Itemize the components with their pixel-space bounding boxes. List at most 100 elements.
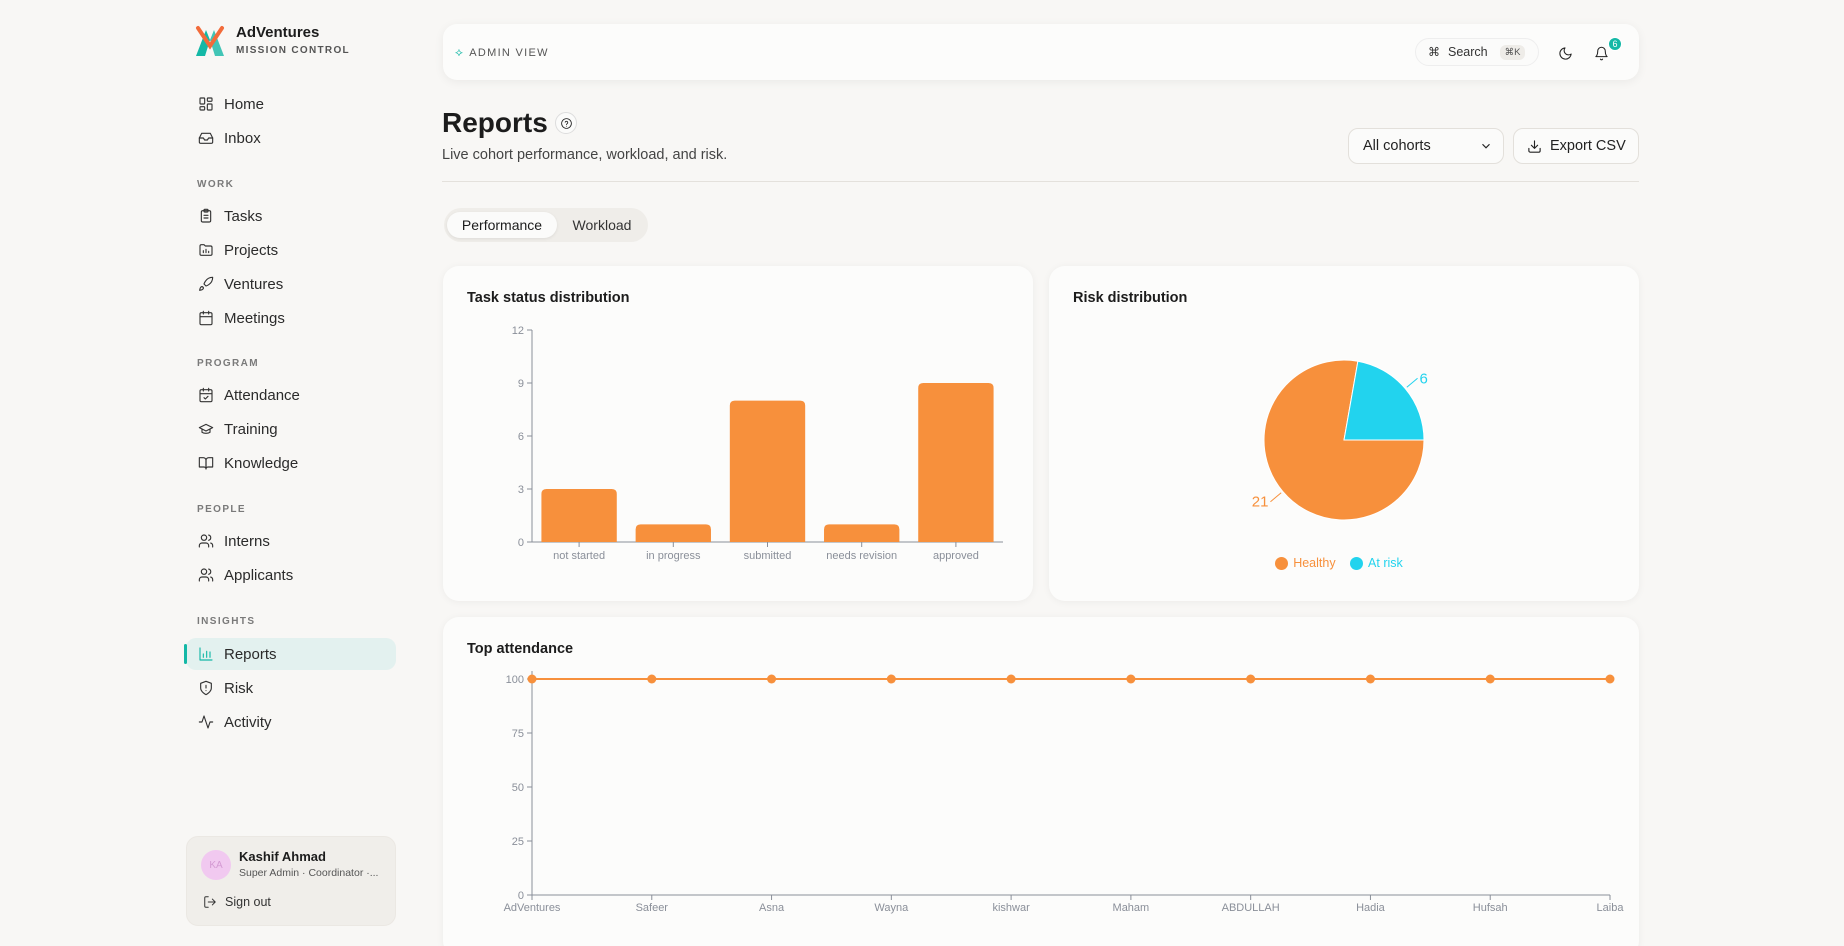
search-button[interactable]: ⌘ Search ⌘K	[1415, 38, 1539, 66]
folder-icon	[199, 244, 213, 256]
data-point	[1126, 674, 1136, 684]
clipboard-icon	[200, 208, 212, 223]
notification-count-badge: 6	[1608, 37, 1622, 51]
legend-label: At risk	[1368, 556, 1403, 570]
brand[interactable]: AdVentures MISSION CONTROL	[194, 24, 350, 58]
brand-name: AdVentures	[236, 24, 320, 41]
pie-data-label: 21	[1252, 494, 1269, 511]
admin-view-label: ⟡ ADMIN VIEW	[455, 45, 549, 60]
sidebar-item-label: Activity	[224, 713, 272, 731]
y-tick-label: 75	[512, 728, 524, 740]
task-status-bar-chart: 0 3 6 9 12 not started in progress submitted nee…	[512, 325, 1003, 562]
help-button[interactable]	[555, 112, 577, 134]
sidebar-item-label: Ventures	[224, 275, 284, 293]
risk-distribution-card: Risk distribution 21 6 Healthy At risk	[1049, 266, 1639, 601]
sidebar-item-label: Training	[224, 420, 278, 438]
sign-out-button[interactable]: Sign out	[203, 895, 271, 909]
data-point	[1605, 674, 1615, 684]
top-attendance-card: Top attendance 0 25 50 75 100 AdVentures Safee…	[443, 617, 1639, 946]
legend-label: Healthy	[1293, 556, 1336, 570]
download-icon	[1528, 139, 1541, 153]
data-point	[767, 674, 777, 684]
x-tick-label: approved	[933, 550, 979, 562]
notifications-button[interactable]: 6	[1586, 37, 1622, 68]
brand-subtitle: MISSION CONTROL	[236, 45, 350, 56]
sidebar-item-label: Interns	[224, 532, 270, 550]
sidebar-item-knowledge[interactable]: Knowledge	[186, 447, 396, 479]
inbox-icon	[198, 132, 214, 144]
log-out-icon	[204, 896, 216, 908]
y-tick-label: 12	[512, 325, 524, 337]
export-csv-label: Export CSV	[1550, 138, 1626, 154]
report-tabs: Performance Workload	[444, 208, 648, 242]
sparkle-icon: ⟡	[455, 45, 465, 59]
x-tick-label: not started	[553, 550, 605, 562]
sidebar-item-label: Applicants	[224, 566, 294, 584]
chart-title: Top attendance	[467, 641, 574, 657]
user-card: KA Kashif Ahmad Super Admin · Coordinato…	[186, 836, 396, 926]
sidebar-item-label: Projects	[224, 241, 279, 259]
export-csv-button[interactable]: Export CSV	[1513, 128, 1639, 164]
admin-view-text: ADMIN VIEW	[469, 46, 549, 59]
bar	[918, 383, 994, 542]
attendance-line-chart: 0 25 50 75 100 AdVentures Safeer Asna Wayna kishw…	[504, 671, 1625, 914]
sidebar-item-interns[interactable]: Interns	[186, 525, 396, 557]
sidebar-item-inbox[interactable]: Inbox	[186, 122, 396, 154]
sidebar-item-tasks[interactable]: Tasks	[186, 200, 396, 232]
page-title: Reports	[442, 107, 548, 138]
sidebar-item-meetings[interactable]: Meetings	[186, 302, 396, 334]
sidebar-item-training[interactable]: Training	[186, 413, 396, 445]
sidebar-item-label: Meetings	[224, 309, 285, 327]
pie-label-line	[1406, 377, 1418, 388]
x-tick-label: ABDULLAH	[1222, 902, 1280, 914]
y-tick-label: 9	[518, 378, 524, 390]
pie-data-label: 6	[1420, 370, 1428, 387]
sidebar-item-ventures[interactable]: Ventures	[186, 268, 396, 300]
y-tick-label: 50	[512, 782, 524, 794]
x-tick-label: needs revision	[826, 550, 897, 562]
users-icon	[198, 534, 214, 548]
calendar-check-icon	[199, 387, 213, 403]
sidebar-item-risk[interactable]: Risk	[186, 672, 396, 704]
y-tick-label: 6	[518, 431, 524, 443]
y-tick-label: 0	[518, 890, 524, 902]
command-icon: ⌘	[1428, 45, 1440, 59]
sidebar: AdVentures MISSION CONTROL Home Inbox WO…	[184, 0, 396, 946]
cohort-select-value: All cohorts	[1363, 138, 1431, 154]
sidebar-item-activity[interactable]: Activity	[186, 706, 396, 738]
cohort-select[interactable]: All cohorts	[1348, 128, 1504, 164]
sidebar-item-label: Tasks	[224, 207, 263, 225]
data-point	[1365, 674, 1375, 684]
legend-item-healthy: Healthy	[1275, 556, 1336, 570]
avatar[interactable]: KA	[201, 850, 231, 880]
sign-out-label: Sign out	[225, 895, 271, 909]
sidebar-item-applicants[interactable]: Applicants	[186, 559, 396, 591]
pie-slice	[1343, 360, 1425, 441]
chart-title: Risk distribution	[1073, 290, 1188, 306]
sidebar-item-reports[interactable]: Reports	[184, 638, 396, 670]
tab-workload[interactable]: Workload	[572, 217, 632, 233]
sidebar-item-attendance[interactable]: Attendance	[186, 379, 396, 411]
bar	[635, 524, 711, 542]
theme-toggle-button[interactable]	[1550, 38, 1580, 68]
calendar-icon	[199, 310, 213, 326]
bar-chart-icon	[199, 647, 213, 661]
y-tick-label: 3	[518, 484, 524, 496]
bar	[824, 524, 900, 542]
search-shortcut: ⌘K	[1499, 44, 1526, 60]
sidebar-item-home[interactable]: Home	[186, 88, 396, 120]
tab-performance[interactable]: Performance	[447, 212, 557, 238]
bell-icon	[1594, 46, 1608, 60]
x-tick-label: AdVentures	[504, 902, 561, 914]
grid-icon	[199, 97, 213, 111]
page-subtitle: Live cohort performance, workload, and r…	[442, 147, 728, 163]
section-label-work: WORK	[197, 179, 235, 190]
activity-icon	[198, 715, 214, 729]
adventures-logo	[196, 26, 224, 56]
sidebar-item-projects[interactable]: Projects	[186, 234, 396, 266]
data-point	[1006, 674, 1016, 684]
bar	[541, 489, 617, 542]
x-tick-label: Laiba	[1597, 902, 1625, 914]
data-point	[1485, 674, 1495, 684]
x-tick-label: in progress	[646, 550, 701, 562]
